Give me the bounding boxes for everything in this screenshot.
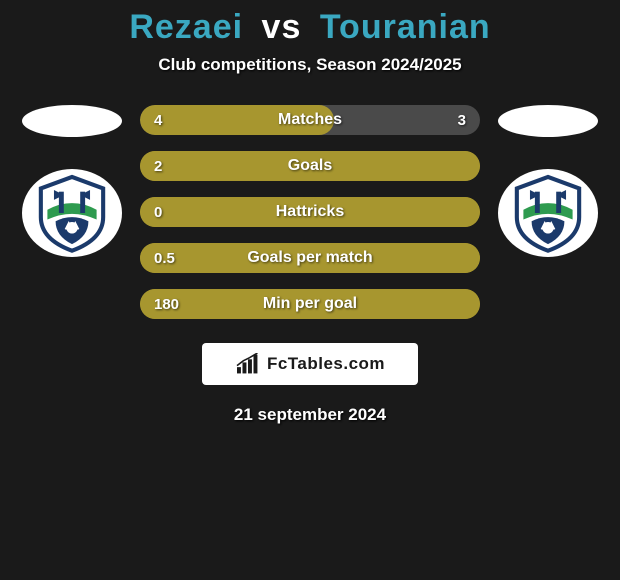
stat-bar: 0 Hattricks [140, 197, 480, 227]
right-flag-icon [498, 105, 598, 137]
right-side-col [498, 105, 598, 257]
stat-bar: 180 Min per goal [140, 289, 480, 319]
right-club-badge [498, 169, 598, 257]
stat-bar: 4 Matches 3 [140, 105, 480, 135]
brand-logo-box: FcTables.com [202, 343, 418, 385]
subtitle: Club competitions, Season 2024/2025 [0, 55, 620, 75]
stat-value-left: 4 [154, 112, 162, 129]
left-flag-icon [22, 105, 122, 137]
stat-value-right: 3 [458, 112, 466, 129]
stat-value-left: 0.5 [154, 250, 175, 267]
stat-value-left: 2 [154, 158, 162, 175]
vs-label: vs [262, 8, 302, 46]
chart-icon [235, 353, 261, 375]
club-crest-icon [31, 172, 113, 254]
stat-value-left: 180 [154, 296, 179, 313]
stat-value-left: 0 [154, 204, 162, 221]
club-crest-icon [507, 172, 589, 254]
brand-text: FcTables.com [267, 354, 385, 374]
main-row: 4 Matches 3 2 Goals 0 Hattricks 0.5 Goals per ma… [0, 105, 620, 319]
left-club-badge [22, 169, 122, 257]
stat-label: Hattricks [276, 203, 344, 221]
stat-label: Goals per match [247, 249, 372, 267]
stat-label: Matches [278, 111, 342, 129]
stat-label: Goals [288, 157, 332, 175]
player2-name: Touranian [320, 8, 491, 46]
stat-bar: 0.5 Goals per match [140, 243, 480, 273]
page-title: Rezaei vs Touranian [0, 8, 620, 47]
left-side-col [22, 105, 122, 257]
stat-label: Min per goal [263, 295, 357, 313]
player1-name: Rezaei [129, 8, 243, 46]
stat-bar: 2 Goals [140, 151, 480, 181]
stat-bars: 4 Matches 3 2 Goals 0 Hattricks 0.5 Goals per ma… [140, 105, 480, 319]
infographic-container: Rezaei vs Touranian Club competitions, S… [0, 0, 620, 425]
footer-date: 21 september 2024 [0, 405, 620, 425]
